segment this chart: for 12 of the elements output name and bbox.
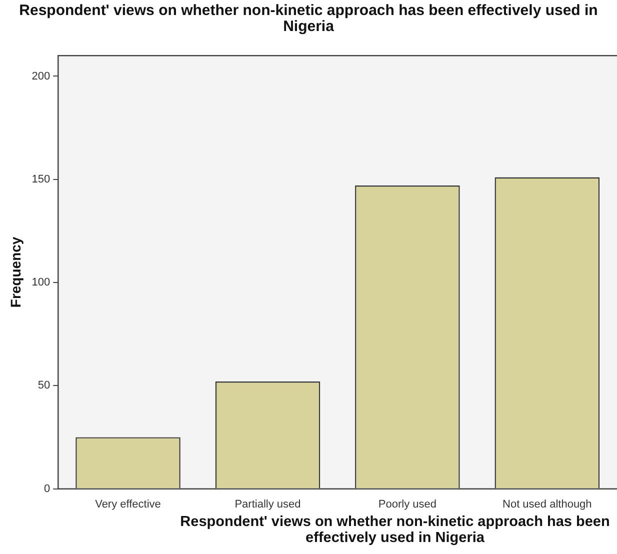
- y-tick-label: 0: [44, 482, 50, 495]
- x-axis-title: Respondent' views on whether non-kinetic approach has been effectively used in Nigeria: [179, 514, 611, 546]
- y-tick-label: 200: [32, 70, 50, 82]
- y-axis-title: Frequency: [7, 236, 24, 308]
- x-tick-label: Not used although: [502, 498, 592, 510]
- y-tick-label: 100: [32, 276, 50, 289]
- x-tick-label: Poorly used: [378, 498, 436, 510]
- y-tick-label: 50: [38, 380, 50, 392]
- x-tick-label: Partially used: [234, 498, 301, 510]
- x-tick-label: Very effective: [95, 498, 161, 510]
- chart-title: Respondent' views on whether non-kinetic approach has been effectively used in Nigeria: [18, 2, 599, 35]
- y-tick-label: 150: [32, 173, 50, 186]
